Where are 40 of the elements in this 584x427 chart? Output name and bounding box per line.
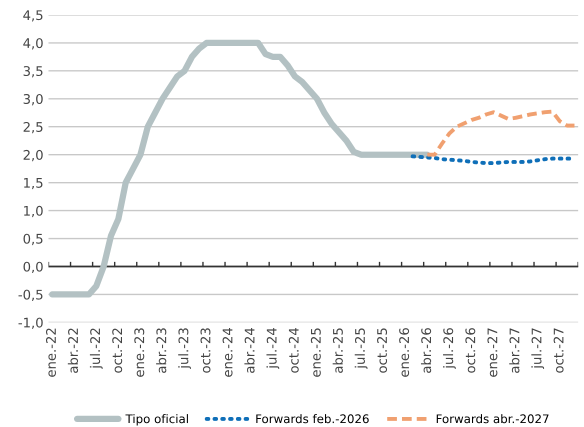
y-tick-label: 1,0 <box>24 206 43 218</box>
y-tick-label: -1,0 <box>18 318 43 329</box>
line-series <box>425 110 576 157</box>
x-tick-label: jul.-27 <box>531 328 544 369</box>
x-tick-label: ene.-22 <box>46 328 56 377</box>
y-tick-label: 1,5 <box>24 178 42 190</box>
x-tick-label: oct.-22 <box>112 328 122 373</box>
x-tick-label: jul.-25 <box>354 328 368 369</box>
y-tick-label: 4,0 <box>23 38 43 50</box>
y-tick-label: -0,5 <box>18 290 42 301</box>
x-tick-label: oct.-25 <box>377 328 388 373</box>
x-tick-label: ene.-26 <box>399 328 410 377</box>
y-tick-label: 3,5 <box>24 66 42 78</box>
x-tick-label: jul.-24 <box>266 328 280 369</box>
y-tick-label: 0,0 <box>24 262 43 274</box>
x-tick-label: ene.-24 <box>222 328 233 377</box>
x-tick-label: oct.-23 <box>200 328 210 373</box>
x-tick-label: abr.-22 <box>68 328 78 373</box>
y-tick-label: 0,5 <box>24 234 42 246</box>
x-tick-label: jul.-26 <box>443 328 456 369</box>
x-tick-label: jul.-22 <box>90 328 103 369</box>
y-tick-label: 2,5 <box>24 122 42 134</box>
x-tick-label: ene.-27 <box>487 328 498 377</box>
y-tick-label: 4,5 <box>23 10 42 22</box>
x-tick-label: oct.-24 <box>288 328 299 373</box>
x-tick-label: jul.-23 <box>178 328 191 369</box>
x-tick-label: ene.-25 <box>310 328 321 377</box>
legend-label: Tipo oficial <box>125 414 188 426</box>
x-tick-label: ene.-23 <box>134 328 144 377</box>
y-tick-label: 2,0 <box>24 150 43 162</box>
x-tick-label: oct.-27 <box>554 328 564 373</box>
x-tick-label: abr.-25 <box>332 328 343 373</box>
legend-label: Forwards feb.-2026 <box>256 414 369 424</box>
y-tick-label: 3,0 <box>24 94 43 106</box>
legend-label: Forwards abr.-2027 <box>436 414 549 424</box>
x-tick-label: abr.-27 <box>509 328 520 373</box>
x-tick-label: abr.-26 <box>420 328 432 373</box>
x-tick-label: abr.-23 <box>156 328 166 373</box>
x-tick-label: oct.-26 <box>465 328 476 373</box>
x-tick-label: abr.-24 <box>244 328 255 373</box>
